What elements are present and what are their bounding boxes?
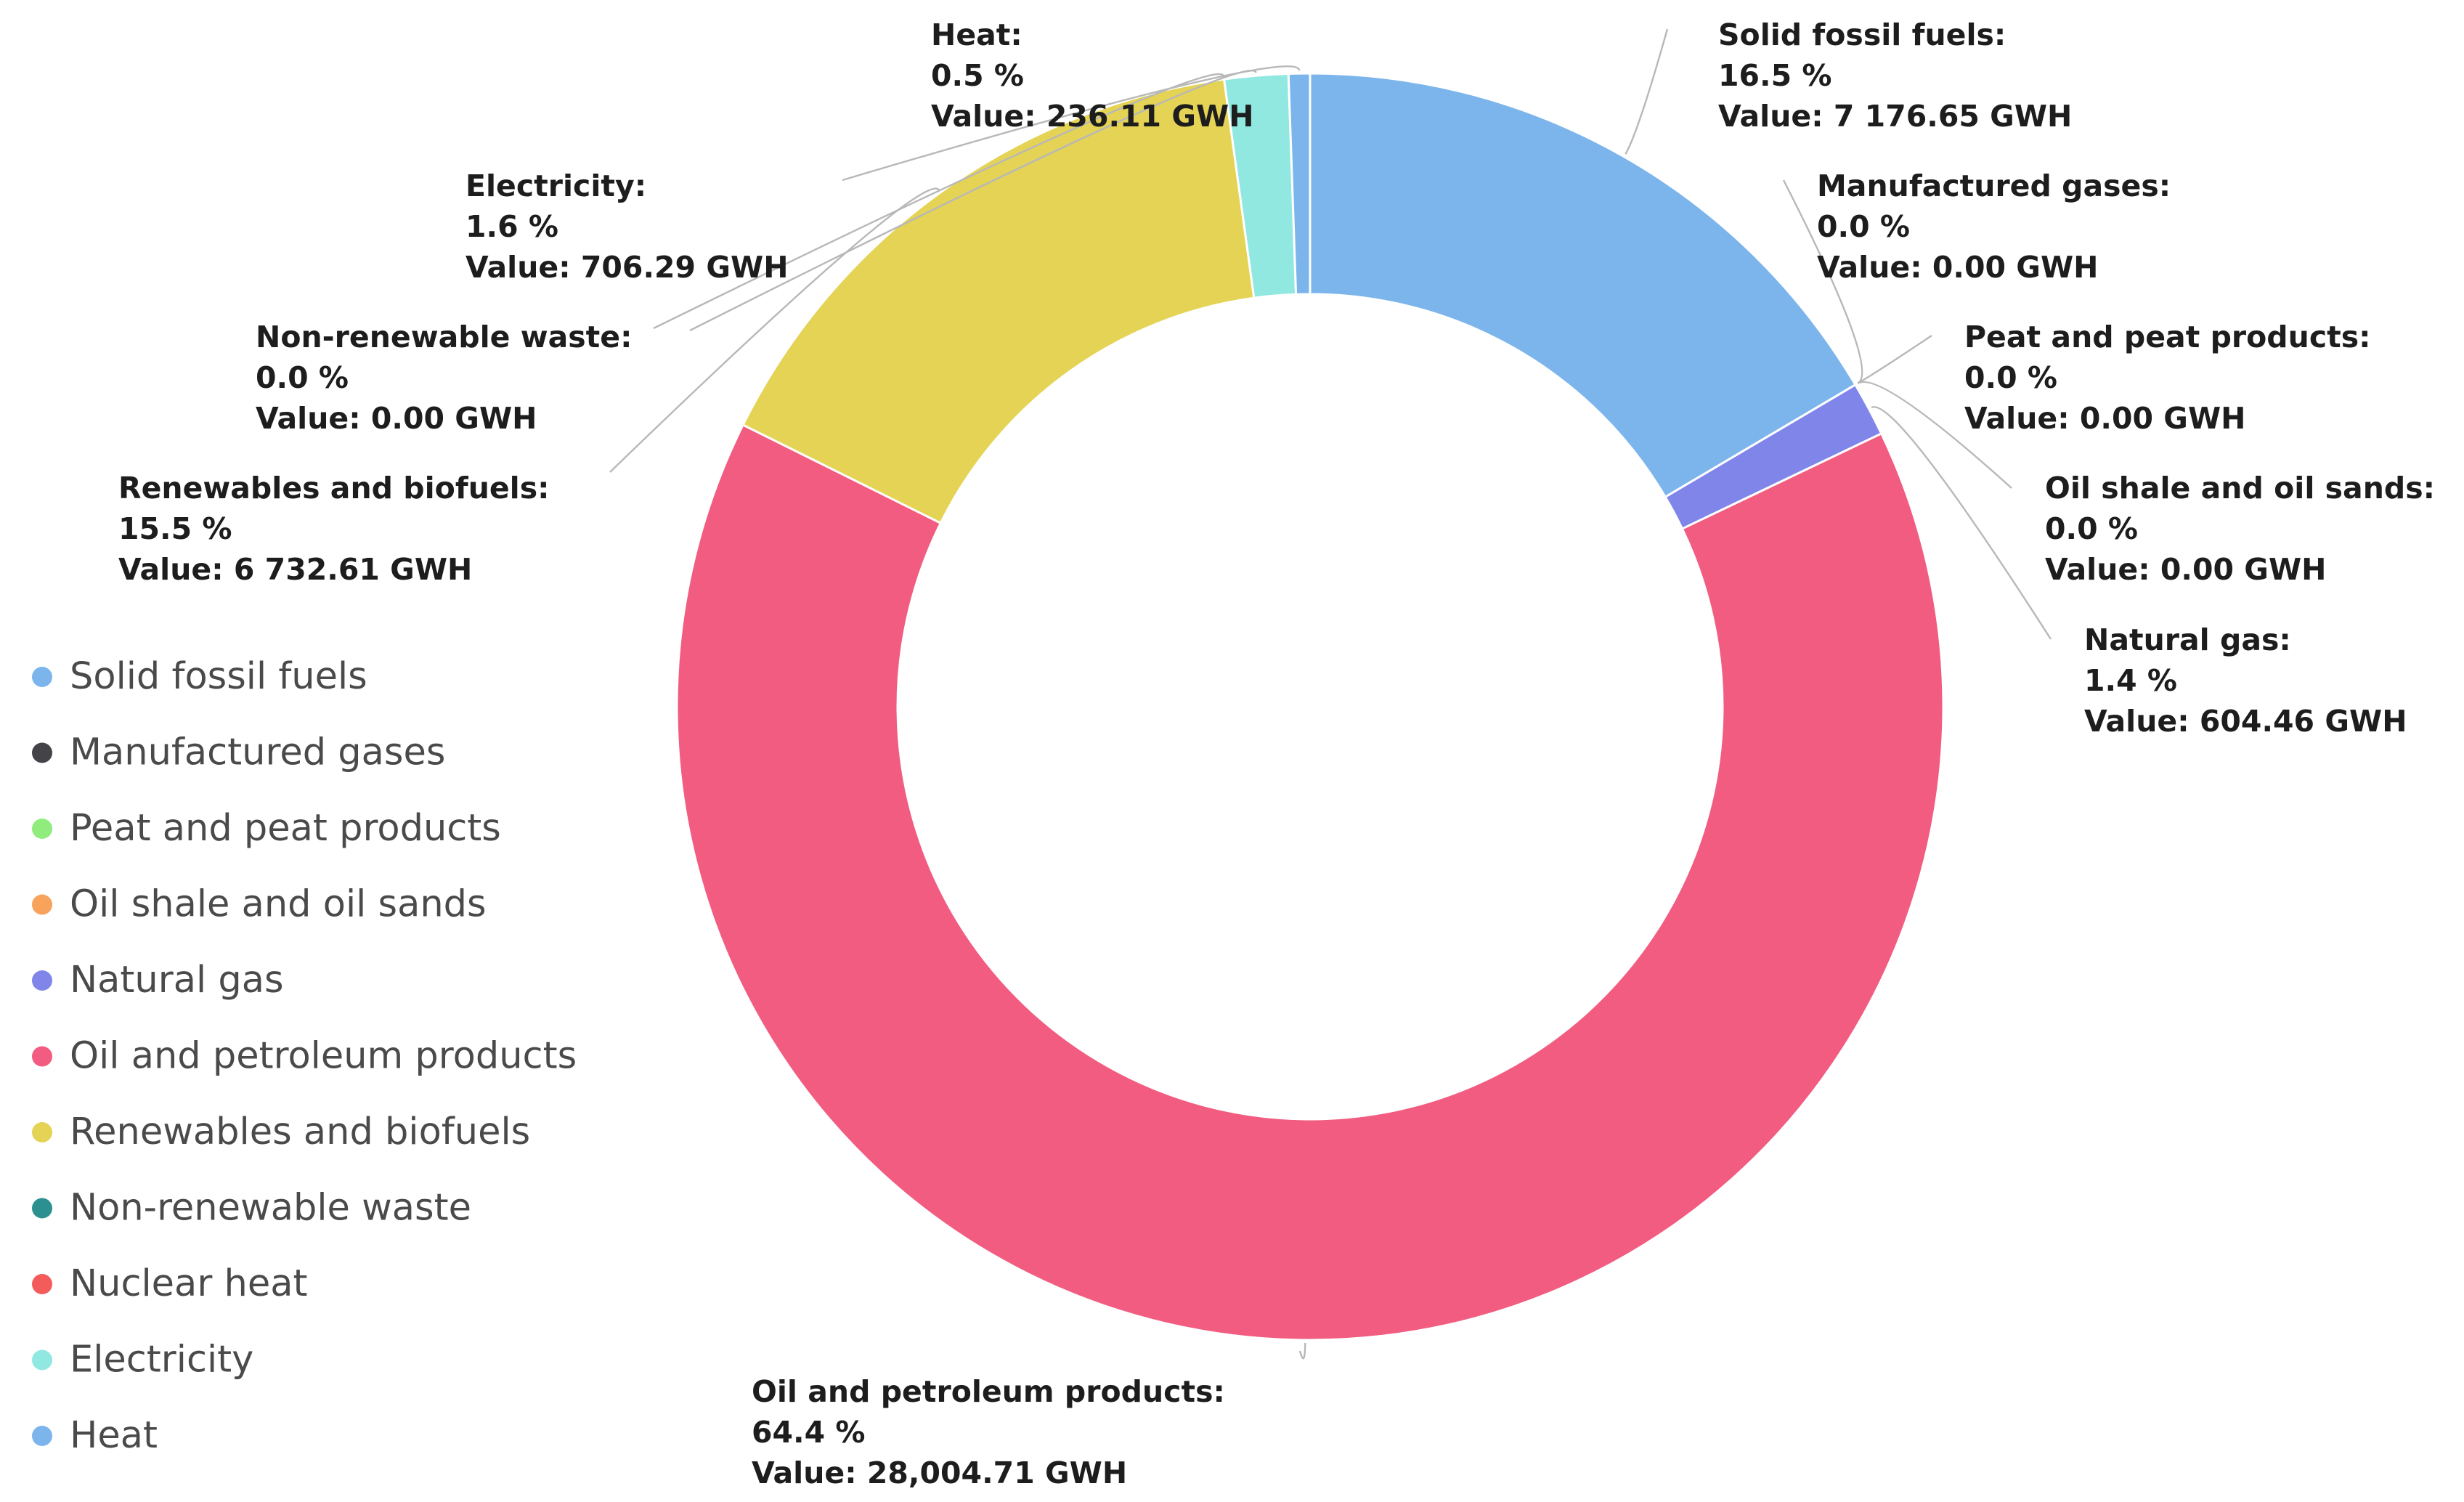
legend-label: Renewables and biofuels bbox=[70, 1111, 530, 1153]
legend-marker-manufactured-gases bbox=[32, 742, 52, 763]
data-label-peat-and-peat-products: Peat and peat products: 0.0 % Value: 0.00 … bbox=[1964, 320, 2371, 436]
label-value: Value: 0.00 GWH bbox=[1964, 401, 2246, 436]
leader-manufactured-gases bbox=[1782, 179, 1863, 384]
label-name: Peat and peat products: bbox=[1964, 320, 2371, 354]
leader-renewables-and-biofuels bbox=[609, 187, 940, 473]
leader-solid-fossil-fuels bbox=[1625, 28, 1669, 155]
legend-item-oil-shale-and-oil-sands[interactable]: Oil shale and oil sands bbox=[32, 883, 487, 926]
legend-item-oil-and-petroleum-products[interactable]: Oil and petroleum products bbox=[32, 1035, 577, 1078]
legend-label: Oil and petroleum products bbox=[70, 1035, 577, 1078]
legend-item-heat[interactable]: Heat bbox=[32, 1414, 158, 1457]
label-value: Value: 6 732.61 GWH bbox=[118, 552, 472, 587]
label-percent: 0.0 % bbox=[1964, 360, 2057, 395]
label-name: Heat: bbox=[931, 17, 1022, 52]
slice-heat[interactable] bbox=[1287, 72, 1312, 296]
label-percent: 16.5 % bbox=[1718, 58, 1832, 93]
legend-label: Manufactured gases bbox=[70, 731, 445, 774]
label-percent: 1.4 % bbox=[2084, 663, 2177, 698]
legend-marker-electricity bbox=[32, 1349, 52, 1371]
label-value: Value: 7 176.65 GWH bbox=[1718, 99, 2072, 134]
data-label-manufactured-gases: Manufactured gases: 0.0 % Value: 0.00 GWH bbox=[1817, 169, 2171, 285]
data-label-solid-fossil-fuels: Solid fossil fuels: 16.5 % Value: 7 176.65… bbox=[1718, 17, 2072, 134]
donut-slices bbox=[675, 72, 1945, 1341]
label-name: Renewables and biofuels: bbox=[118, 471, 550, 506]
data-label-renewables-and-biofuels: Renewables and biofuels: 15.5 % Value: 6 7… bbox=[118, 471, 550, 587]
label-percent: 0.0 % bbox=[256, 360, 349, 395]
label-percent: 64.4 % bbox=[752, 1415, 866, 1450]
legend-marker-oil-shale-and-oil-sands bbox=[32, 894, 52, 915]
legend-marker-non-renewable-waste bbox=[32, 1198, 52, 1219]
legend-label: Peat and peat products bbox=[70, 807, 501, 850]
legend-item-nuclear-heat[interactable]: Nuclear heat bbox=[32, 1262, 307, 1305]
data-label-natural-gas: Natural gas: 1.4 % Value: 604.46 GWH bbox=[2084, 622, 2407, 739]
label-name: Oil and petroleum products: bbox=[752, 1374, 1225, 1409]
legend-label: Solid fossil fuels bbox=[70, 655, 367, 698]
label-name: Oil shale and oil sands: bbox=[2045, 471, 2435, 506]
legend-marker-solid-fossil-fuels bbox=[32, 667, 52, 687]
leader-heat bbox=[842, 65, 1301, 182]
legend-marker-renewables-and-biofuels bbox=[32, 1122, 52, 1142]
label-name: Electricity: bbox=[465, 169, 646, 203]
legend-label: Heat bbox=[70, 1414, 158, 1457]
leader-oil-and-petroleum-products bbox=[1298, 1342, 1306, 1360]
data-label-electricity: Electricity: 1.6 % Value: 706.29 GWH bbox=[465, 169, 789, 285]
legend-label: Nuclear heat bbox=[70, 1262, 307, 1305]
legend-label: Electricity bbox=[70, 1339, 253, 1381]
label-value: Value: 604.46 GWH bbox=[2084, 704, 2407, 739]
label-percent: 15.5 % bbox=[118, 511, 232, 546]
label-percent: 0.0 % bbox=[1817, 209, 1910, 244]
data-label-non-renewable-waste: Non-renewable waste: 0.0 % Value: 0.00 GWH bbox=[256, 320, 633, 436]
slice-oil-and-petroleum-products[interactable] bbox=[675, 423, 1945, 1341]
legend-marker-peat-and-peat-products bbox=[32, 819, 52, 839]
label-percent: 0.5 % bbox=[931, 58, 1024, 93]
legend-label: Non-renewable waste bbox=[70, 1187, 471, 1230]
label-value: Value: 236.11 GWH bbox=[931, 99, 1254, 134]
label-value: Value: 706.29 GWH bbox=[465, 250, 789, 285]
data-label-oil-and-petroleum-products: Oil and petroleum products: 64.4 % Value: … bbox=[752, 1374, 1225, 1490]
legend-item-peat-and-peat-products[interactable]: Peat and peat products bbox=[32, 807, 501, 850]
slice-renewables-and-biofuels[interactable] bbox=[741, 78, 1256, 525]
label-leader-lines bbox=[609, 28, 2052, 1360]
label-name: Manufactured gases: bbox=[1817, 169, 2171, 203]
legend: Solid fossil fuels Manufactured gases Peat… bbox=[32, 655, 577, 1457]
label-percent: 0.0 % bbox=[2045, 511, 2138, 546]
label-name: Non-renewable waste: bbox=[256, 320, 633, 354]
leader-non-renewable-waste bbox=[653, 73, 1225, 330]
leader-oil-shale-and-oil-sands bbox=[1857, 381, 2012, 489]
label-value: Value: 0.00 GWH bbox=[1817, 250, 2099, 285]
legend-label: Oil shale and oil sands bbox=[70, 883, 487, 926]
label-value: Value: 0.00 GWH bbox=[2045, 552, 2327, 587]
legend-marker-heat bbox=[32, 1426, 52, 1446]
leader-natural-gas bbox=[1871, 406, 2052, 640]
data-label-heat: Heat: 0.5 % Value: 236.11 GWH bbox=[931, 17, 1254, 134]
label-percent: 1.6 % bbox=[465, 209, 558, 244]
data-labels: Solid fossil fuels: 16.5 % Value: 7 176.65… bbox=[118, 17, 2435, 1490]
legend-item-non-renewable-waste[interactable]: Non-renewable waste bbox=[32, 1187, 471, 1230]
label-name: Solid fossil fuels: bbox=[1718, 17, 2006, 52]
data-label-oil-shale-and-oil-sands: Oil shale and oil sands: 0.0 % Value: 0.00… bbox=[2045, 471, 2435, 587]
legend-marker-nuclear-heat bbox=[32, 1274, 52, 1294]
legend-marker-natural-gas bbox=[32, 970, 52, 991]
legend-item-manufactured-gases[interactable]: Manufactured gases bbox=[32, 731, 445, 774]
legend-item-natural-gas[interactable]: Natural gas bbox=[32, 959, 284, 1002]
slice-solid-fossil-fuels[interactable] bbox=[1309, 72, 1857, 499]
legend-label: Natural gas bbox=[70, 959, 284, 1002]
label-name: Natural gas: bbox=[2084, 622, 2291, 657]
label-value: Value: 28,004.71 GWH bbox=[752, 1456, 1127, 1490]
legend-marker-oil-and-petroleum-products bbox=[32, 1046, 52, 1067]
label-value: Value: 0.00 GWH bbox=[256, 401, 537, 436]
leader-peat-and-peat-products bbox=[1857, 335, 1932, 384]
legend-item-solid-fossil-fuels[interactable]: Solid fossil fuels bbox=[32, 655, 367, 698]
legend-item-renewables-and-biofuels[interactable]: Renewables and biofuels bbox=[32, 1111, 530, 1153]
legend-item-electricity[interactable]: Electricity bbox=[32, 1339, 253, 1381]
